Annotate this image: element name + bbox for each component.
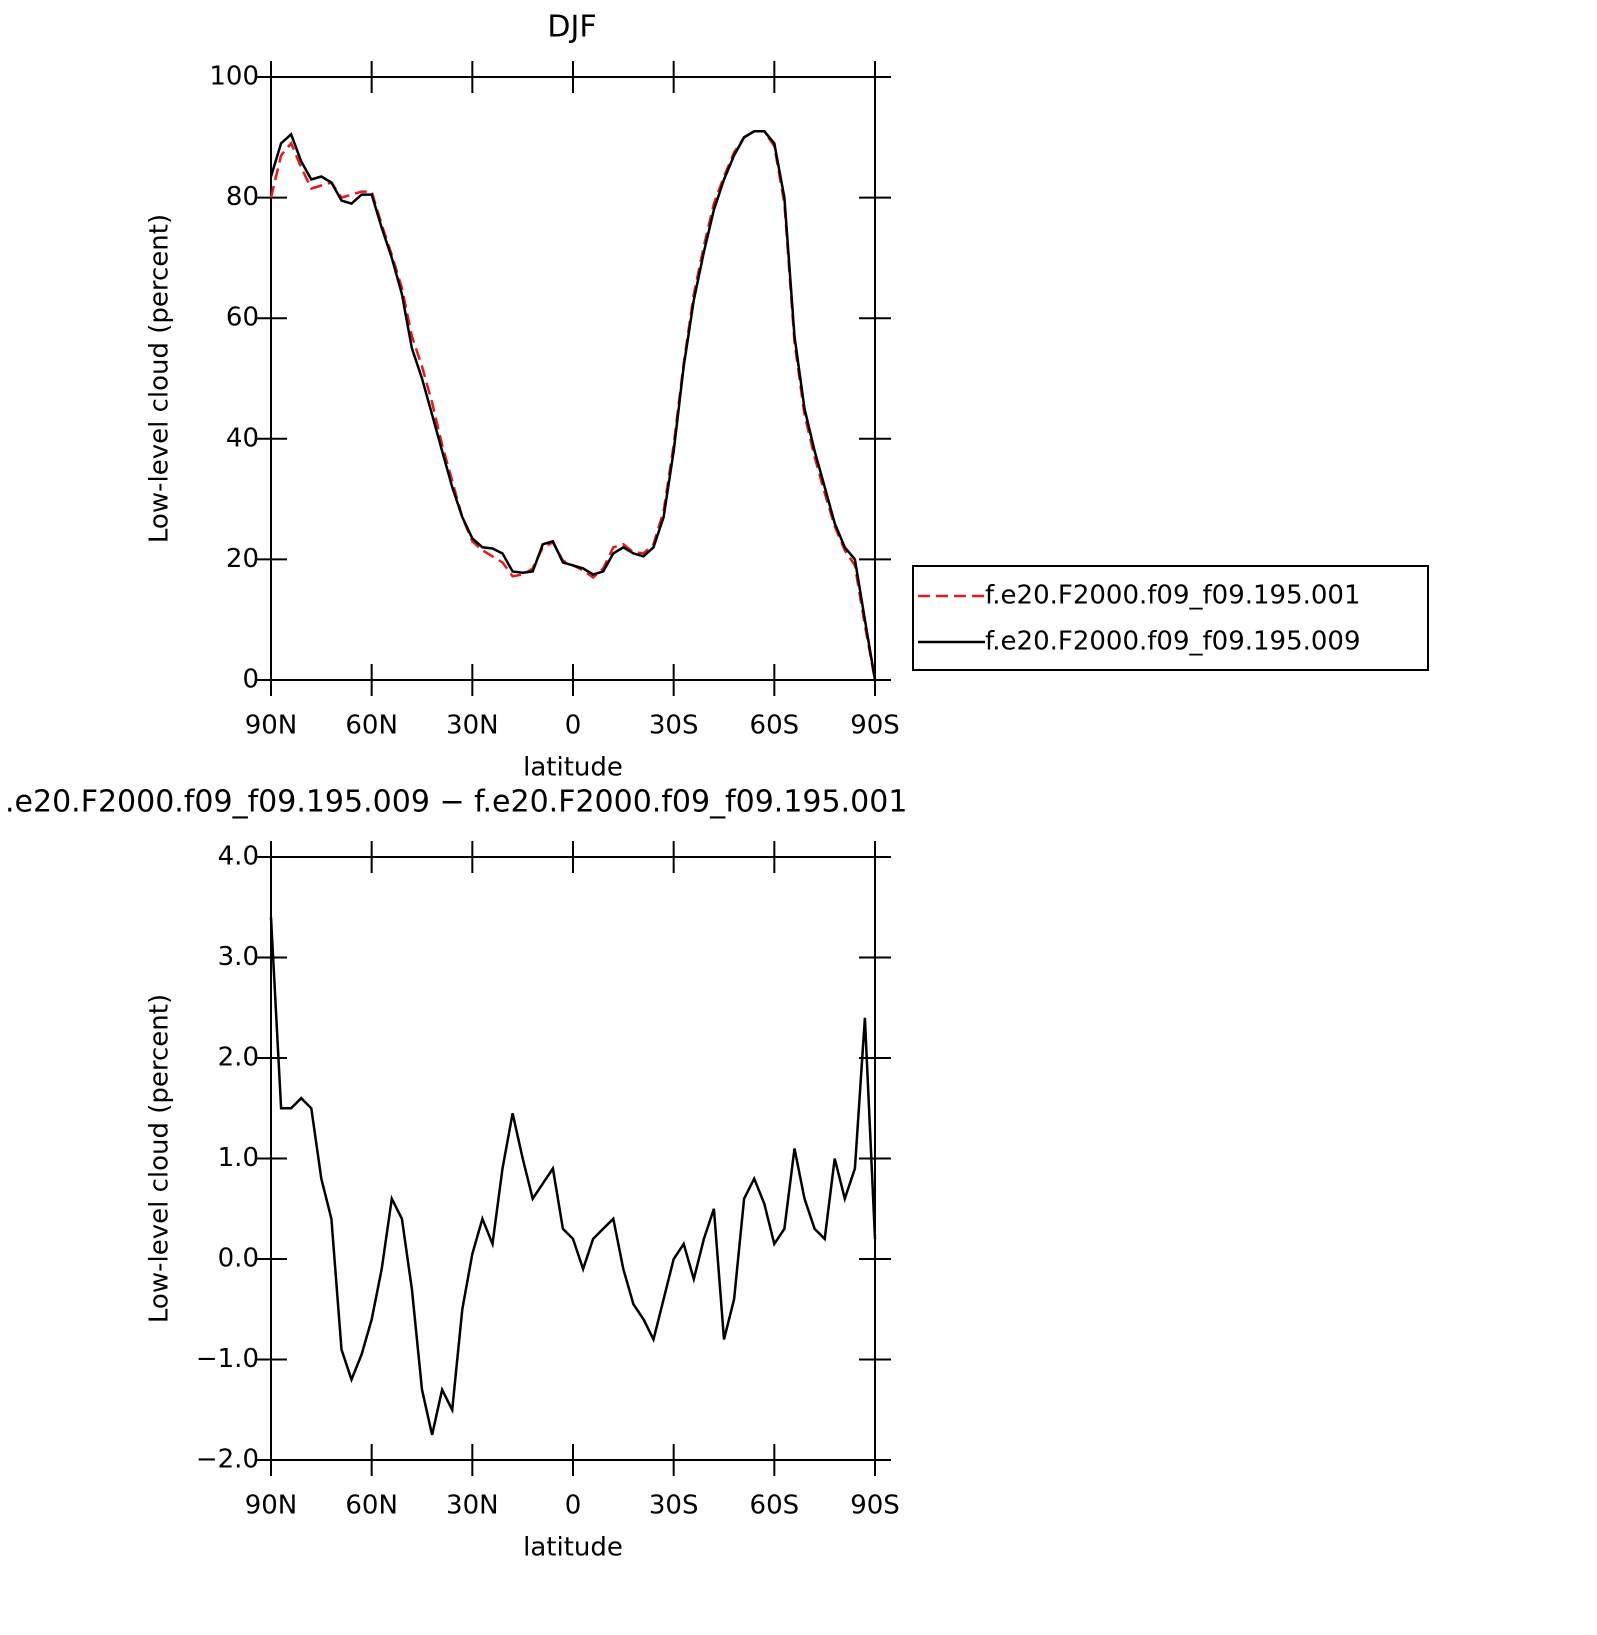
x-tick-label: 90N [245, 1491, 298, 1521]
y-axis-label: Low-level cloud (percent) [145, 214, 175, 543]
y-tick-label: 80 [226, 182, 259, 212]
x-tick-label: 0 [565, 711, 582, 741]
x-tick-label: 60N [345, 711, 398, 741]
plot-frame [270, 76, 876, 681]
y-tick-label: 0 [242, 665, 259, 695]
y-axis-label: Low-level cloud (percent) [145, 994, 175, 1323]
x-axis-label: latitude [523, 1533, 623, 1563]
x-tick-label: 60S [750, 1491, 800, 1521]
y-tick-label: 1.0 [218, 1143, 259, 1173]
legend-box [912, 565, 1429, 671]
x-tick-label: 30S [649, 1491, 699, 1521]
x-tick-label: 90S [850, 1491, 900, 1521]
y-tick-label: 0.0 [218, 1244, 259, 1274]
x-axis-label: latitude [523, 753, 623, 783]
y-tick-label: 40 [226, 423, 259, 453]
y-tick-label: 4.0 [218, 842, 259, 872]
y-tick-label: 100 [209, 62, 259, 92]
chart-title: .e20.F2000.f09_f09.195.009 − f.e20.F2000… [5, 785, 907, 820]
x-tick-label: 60S [750, 711, 800, 741]
data-line [269, 130, 877, 681]
y-tick-label: 20 [226, 544, 259, 574]
y-tick-label: 60 [226, 303, 259, 333]
y-tick-label: 3.0 [218, 942, 259, 972]
legend-label: f.e20.F2000.f09_f09.195.009 [985, 627, 1361, 657]
x-tick-label: 90N [245, 711, 298, 741]
x-tick-label: 30N [446, 1491, 499, 1521]
data-line [269, 917, 877, 1436]
y-tick-label: 2.0 [218, 1043, 259, 1073]
x-tick-label: 30N [446, 711, 499, 741]
plot-frame [270, 856, 876, 1461]
y-tick-label: −2.0 [196, 1445, 259, 1475]
x-tick-label: 0 [565, 1491, 582, 1521]
chart-title: DJF [547, 10, 596, 45]
legend-label: f.e20.F2000.f09_f09.195.001 [985, 581, 1361, 611]
y-tick-label: −1.0 [196, 1344, 259, 1374]
x-tick-label: 90S [850, 711, 900, 741]
x-tick-label: 30S [649, 711, 699, 741]
x-tick-label: 60N [345, 1491, 398, 1521]
